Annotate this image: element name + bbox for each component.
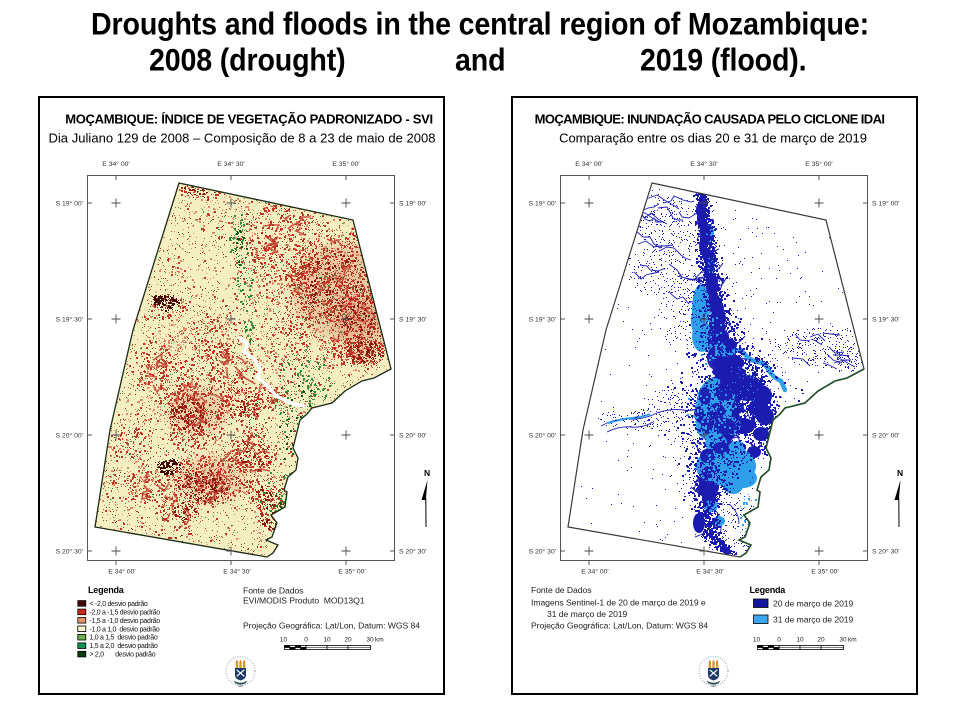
svg-text:S 19° 00′: S 19° 00′ (872, 200, 900, 208)
svg-text:E 34° 30′: E 34° 30′ (223, 568, 251, 576)
svg-text:> 2,0 desvio padrão: > 2,0 desvio padrão (90, 652, 156, 659)
svg-text:S 19° 00′: S 19° 00′ (399, 200, 427, 208)
svg-text:S 20° 30′: S 20° 30′ (399, 548, 427, 556)
svg-text:S 20° 30′: S 20° 30′ (56, 548, 84, 556)
svg-text:20 de março de 2019: 20 de março de 2019 (773, 599, 854, 609)
svg-text:E 34° 00′: E 34° 00′ (102, 160, 130, 168)
svg-text:< -2,0 desvio padrão: < -2,0 desvio padrão (90, 601, 148, 608)
svg-text:E 34° 00′: E 34° 00′ (575, 160, 603, 168)
svg-text:Projeção Geográfica: Lat/Lon,: Projeção Geográfica: Lat/Lon, Datum: WGS… (531, 621, 708, 631)
svg-text:E 34° 00′: E 34° 00′ (581, 568, 609, 576)
svg-text:MOÇAMBIQUE: INUNDAÇÃO CAUSADA: MOÇAMBIQUE: INUNDAÇÃO CAUSADA PELO CICLO… (535, 112, 885, 127)
svg-text:30: 30 (839, 637, 847, 644)
svg-text:Fonte de Dados: Fonte de Dados (531, 585, 591, 595)
svg-text:E 34° 00′: E 34° 00′ (108, 568, 136, 576)
svg-text:E 34° 30′: E 34° 30′ (690, 160, 718, 168)
svg-text:30: 30 (366, 637, 374, 644)
svg-text:S 20° 00′: S 20° 00′ (56, 432, 84, 440)
svg-text:20: 20 (817, 637, 825, 644)
svg-text:1,0 a 1,5 desvio padrão: 1,0 a 1,5 desvio padrão (90, 635, 158, 642)
svg-text:S 20° 00′: S 20° 00′ (872, 432, 900, 440)
svg-text:Dia Juliano 129 de 2008 – Comp: Dia Juliano 129 de 2008 – Composição de … (48, 131, 435, 146)
svg-text:S 19° 00′: S 19° 00′ (529, 200, 557, 208)
svg-text:km: km (848, 637, 857, 644)
svg-text:N: N (424, 468, 430, 478)
svg-text:31 de março de 2019: 31 de março de 2019 (773, 615, 854, 625)
svg-text:E 35° 00′: E 35° 00′ (332, 160, 360, 168)
svg-text:1,5 a 2,0 desvio padrão: 1,5 a 2,0 desvio padrão (90, 643, 158, 650)
svg-text:S 19° 30′: S 19° 30′ (872, 316, 900, 324)
svg-text:S 19° 30′: S 19° 30′ (399, 316, 427, 324)
svg-text:E 34° 30′: E 34° 30′ (217, 160, 245, 168)
svg-text:Legenda: Legenda (750, 585, 787, 595)
svg-text:S 20° 00′: S 20° 00′ (399, 432, 427, 440)
svg-text:10: 10 (796, 637, 804, 644)
svg-text:MOÇAMBIQUE: ÍNDICE DE VEGETAÇÃ: MOÇAMBIQUE: ÍNDICE DE VEGETAÇÃO PADRONIZ… (65, 112, 433, 127)
svg-text:km: km (375, 637, 384, 644)
svg-text:Comparação entre os dias 20 e: Comparação entre os dias 20 e 31 de març… (559, 131, 867, 146)
svg-text:0: 0 (304, 637, 308, 644)
svg-text:10: 10 (753, 637, 761, 644)
svg-text:E 35° 00′: E 35° 00′ (338, 568, 366, 576)
svg-text:S 19° 00′: S 19° 00′ (56, 200, 84, 208)
svg-text:-2,0 a -1,5 desvio padrão: -2,0 a -1,5 desvio padrão (90, 609, 161, 616)
svg-text:S 19° 30′: S 19° 30′ (529, 316, 557, 324)
svg-text:S 20° 00′: S 20° 00′ (529, 432, 557, 440)
svg-text:Projeção Geográfica: Lat/Lon,: Projeção Geográfica: Lat/Lon, Datum: WGS… (243, 621, 420, 631)
svg-text:N: N (897, 468, 903, 478)
svg-text:EVI/MODIS Produto MOD13Q1: EVI/MODIS Produto MOD13Q1 (243, 596, 365, 606)
svg-text:31 de março de 2019: 31 de março de 2019 (547, 609, 628, 619)
svg-text:E 35° 00′: E 35° 00′ (805, 160, 833, 168)
svg-text:E 35° 00′: E 35° 00′ (811, 568, 839, 576)
svg-text:10: 10 (280, 637, 288, 644)
svg-text:S 20° 30′: S 20° 30′ (872, 548, 900, 556)
svg-text:0: 0 (777, 637, 781, 644)
svg-text:-1,0 a 1,0 desvio padrão: -1,0 a 1,0 desvio padrão (90, 626, 160, 633)
svg-text:-1,5 a -1,0 desvio padrão: -1,5 a -1,0 desvio padrão (90, 618, 161, 625)
svg-text:E 34° 30′: E 34° 30′ (696, 568, 724, 576)
svg-text:Imagens Sentinel-1 de 20 de ma: Imagens Sentinel-1 de 20 de março de 201… (531, 598, 706, 608)
svg-text:20: 20 (344, 637, 352, 644)
svg-text:Fonte de Dados: Fonte de Dados (243, 586, 303, 596)
svg-text:S 19° 30′: S 19° 30′ (56, 316, 84, 324)
svg-text:Legenda: Legenda (88, 585, 125, 595)
svg-text:10: 10 (323, 637, 331, 644)
svg-text:S 20° 30′: S 20° 30′ (529, 548, 557, 556)
